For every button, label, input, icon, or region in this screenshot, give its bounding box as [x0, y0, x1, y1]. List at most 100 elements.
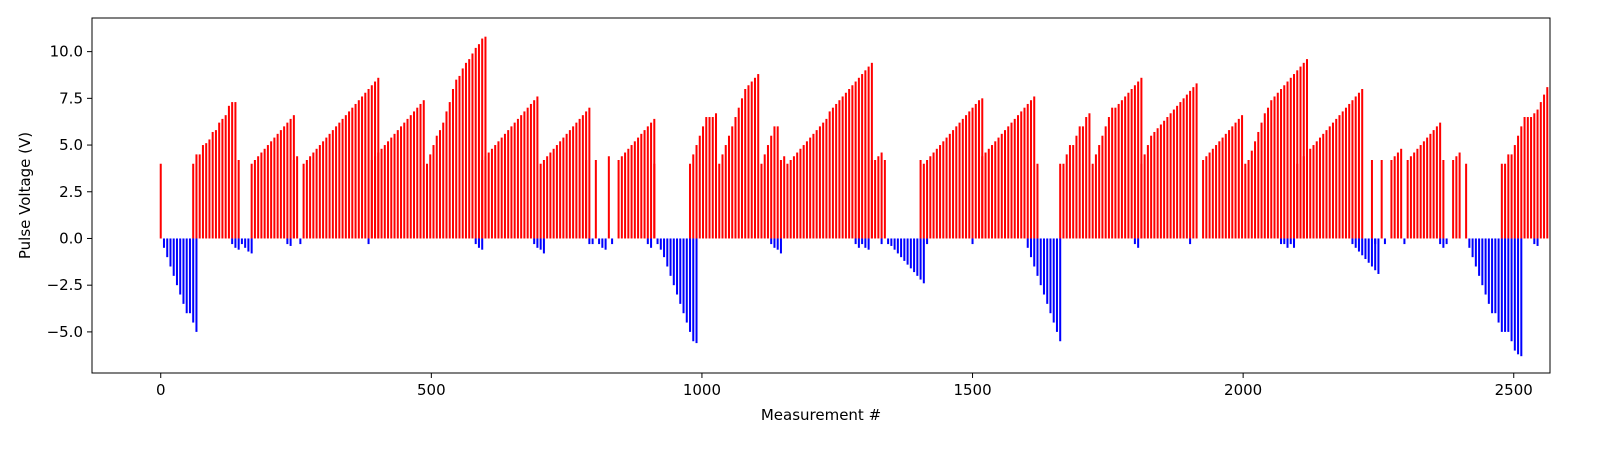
positive-pulse-bar [1296, 163, 1299, 239]
negative-pulse-bar [1374, 238, 1377, 271]
positive-pulse-bar [578, 118, 581, 239]
positive-pulse-bar [266, 145, 269, 239]
negative-pulse-bar [247, 238, 250, 252]
positive-pulse-bar [338, 122, 341, 239]
positive-pulse-bar [958, 122, 961, 239]
positive-pulse-bar [1325, 130, 1328, 239]
positive-pulse-bar [302, 163, 305, 239]
positive-pulse-bar [442, 122, 445, 239]
negative-pulse-bar [1033, 238, 1036, 267]
positive-pulse-bar [1500, 163, 1503, 239]
negative-pulse-bar [1280, 238, 1283, 245]
positive-pulse-bar [221, 118, 224, 239]
positive-pulse-bar [438, 130, 441, 239]
negative-pulse-bar [695, 238, 698, 344]
positive-pulse-bar [1276, 92, 1279, 239]
positive-pulse-bar [1133, 85, 1136, 239]
positive-pulse-bar [396, 130, 399, 239]
positive-pulse-bar [559, 141, 562, 239]
positive-pulse-bar [620, 156, 623, 239]
positive-pulse-bar [932, 152, 935, 239]
negative-pulse-bar [656, 238, 659, 245]
positive-pulse-bar [796, 152, 799, 239]
negative-pulse-bar [477, 238, 480, 248]
positive-pulse-bar [361, 96, 364, 239]
positive-pulse-bar [1098, 145, 1101, 239]
negative-pulse-bar [1442, 238, 1445, 248]
positive-pulse-bar [1247, 160, 1250, 239]
positive-pulse-bar [1416, 148, 1419, 239]
x-tick-label: 1500 [953, 381, 991, 399]
positive-pulse-bar [1013, 118, 1016, 239]
positive-pulse-bar [825, 118, 828, 239]
negative-pulse-bar [922, 238, 925, 284]
negative-pulse-bar [1049, 238, 1052, 314]
positive-pulse-bar [1305, 59, 1308, 239]
positive-pulse-bar [1413, 152, 1416, 239]
negative-pulse-bar [601, 238, 604, 248]
positive-pulse-bar [406, 118, 409, 239]
positive-pulse-bar [1101, 135, 1104, 239]
positive-pulse-bar [968, 111, 971, 239]
positive-pulse-bar [822, 122, 825, 239]
positive-pulse-bar [740, 98, 743, 239]
positive-pulse-bar [1000, 133, 1003, 239]
positive-pulse-bar [523, 111, 526, 239]
negative-pulse-bar [1500, 238, 1503, 332]
negative-pulse-bar [676, 238, 679, 295]
positive-pulse-bar [763, 154, 766, 239]
y-tick-label: −5.0 [47, 323, 83, 341]
positive-pulse-bar [1354, 96, 1357, 239]
positive-pulse-bar [315, 148, 318, 239]
positive-pulse-bar [409, 115, 412, 239]
negative-pulse-bar [906, 238, 909, 265]
positive-pulse-bar [562, 137, 565, 239]
positive-pulse-bar [838, 100, 841, 239]
positive-pulse-bar [1309, 148, 1312, 239]
positive-pulse-bar [1504, 163, 1507, 239]
positive-pulse-bar [1091, 163, 1094, 239]
positive-pulse-bar [1185, 94, 1188, 239]
positive-pulse-bar [1159, 124, 1162, 239]
positive-pulse-bar [344, 115, 347, 239]
positive-pulse-bar [555, 145, 558, 239]
positive-pulse-bar [348, 111, 351, 239]
negative-pulse-bar [864, 238, 867, 248]
positive-pulse-bar [471, 53, 474, 239]
negative-pulse-bar [1039, 238, 1042, 286]
positive-pulse-bar [1016, 115, 1019, 239]
positive-pulse-bar [1205, 156, 1208, 239]
positive-pulse-bar [380, 148, 383, 239]
negative-pulse-bar [1517, 238, 1520, 355]
negative-pulse-bar [1059, 238, 1062, 342]
x-tick-label: 1000 [683, 381, 721, 399]
negative-pulse-bar [770, 238, 773, 245]
positive-pulse-bar [1218, 141, 1221, 239]
positive-pulse-bar [1452, 160, 1455, 239]
x-axis-ticks: 0 500 1000 1500 2000 2500 [156, 373, 1533, 399]
positive-pulse-bar [731, 126, 734, 239]
negative-pulse-bar [1042, 238, 1045, 295]
positive-pulse-bar [627, 148, 630, 239]
positive-pulse-bar [1513, 145, 1516, 239]
negative-pulse-bar [481, 238, 484, 250]
positive-pulse-bar [1419, 145, 1422, 239]
negative-pulse-bar [646, 238, 649, 245]
y-tick-label: 10.0 [50, 43, 83, 61]
negative-pulse-bar [1293, 238, 1296, 248]
positive-pulse-bar [1315, 141, 1318, 239]
positive-pulse-bar [585, 160, 588, 239]
y-tick-label: 2.5 [59, 183, 83, 201]
positive-pulse-bar [1094, 154, 1097, 239]
positive-pulse-bar [994, 141, 997, 239]
positive-pulse-bar [952, 130, 955, 239]
negative-pulse-bar [240, 238, 243, 245]
positive-pulse-bar [1221, 137, 1224, 239]
positive-pulse-bar [1004, 130, 1007, 239]
positive-pulse-bar [341, 118, 344, 239]
negative-pulse-bar [663, 238, 666, 258]
positive-pulse-bar [607, 156, 610, 239]
positive-pulse-bar [724, 145, 727, 239]
positive-pulse-bar [1111, 107, 1114, 239]
positive-pulse-bar [1182, 98, 1185, 239]
